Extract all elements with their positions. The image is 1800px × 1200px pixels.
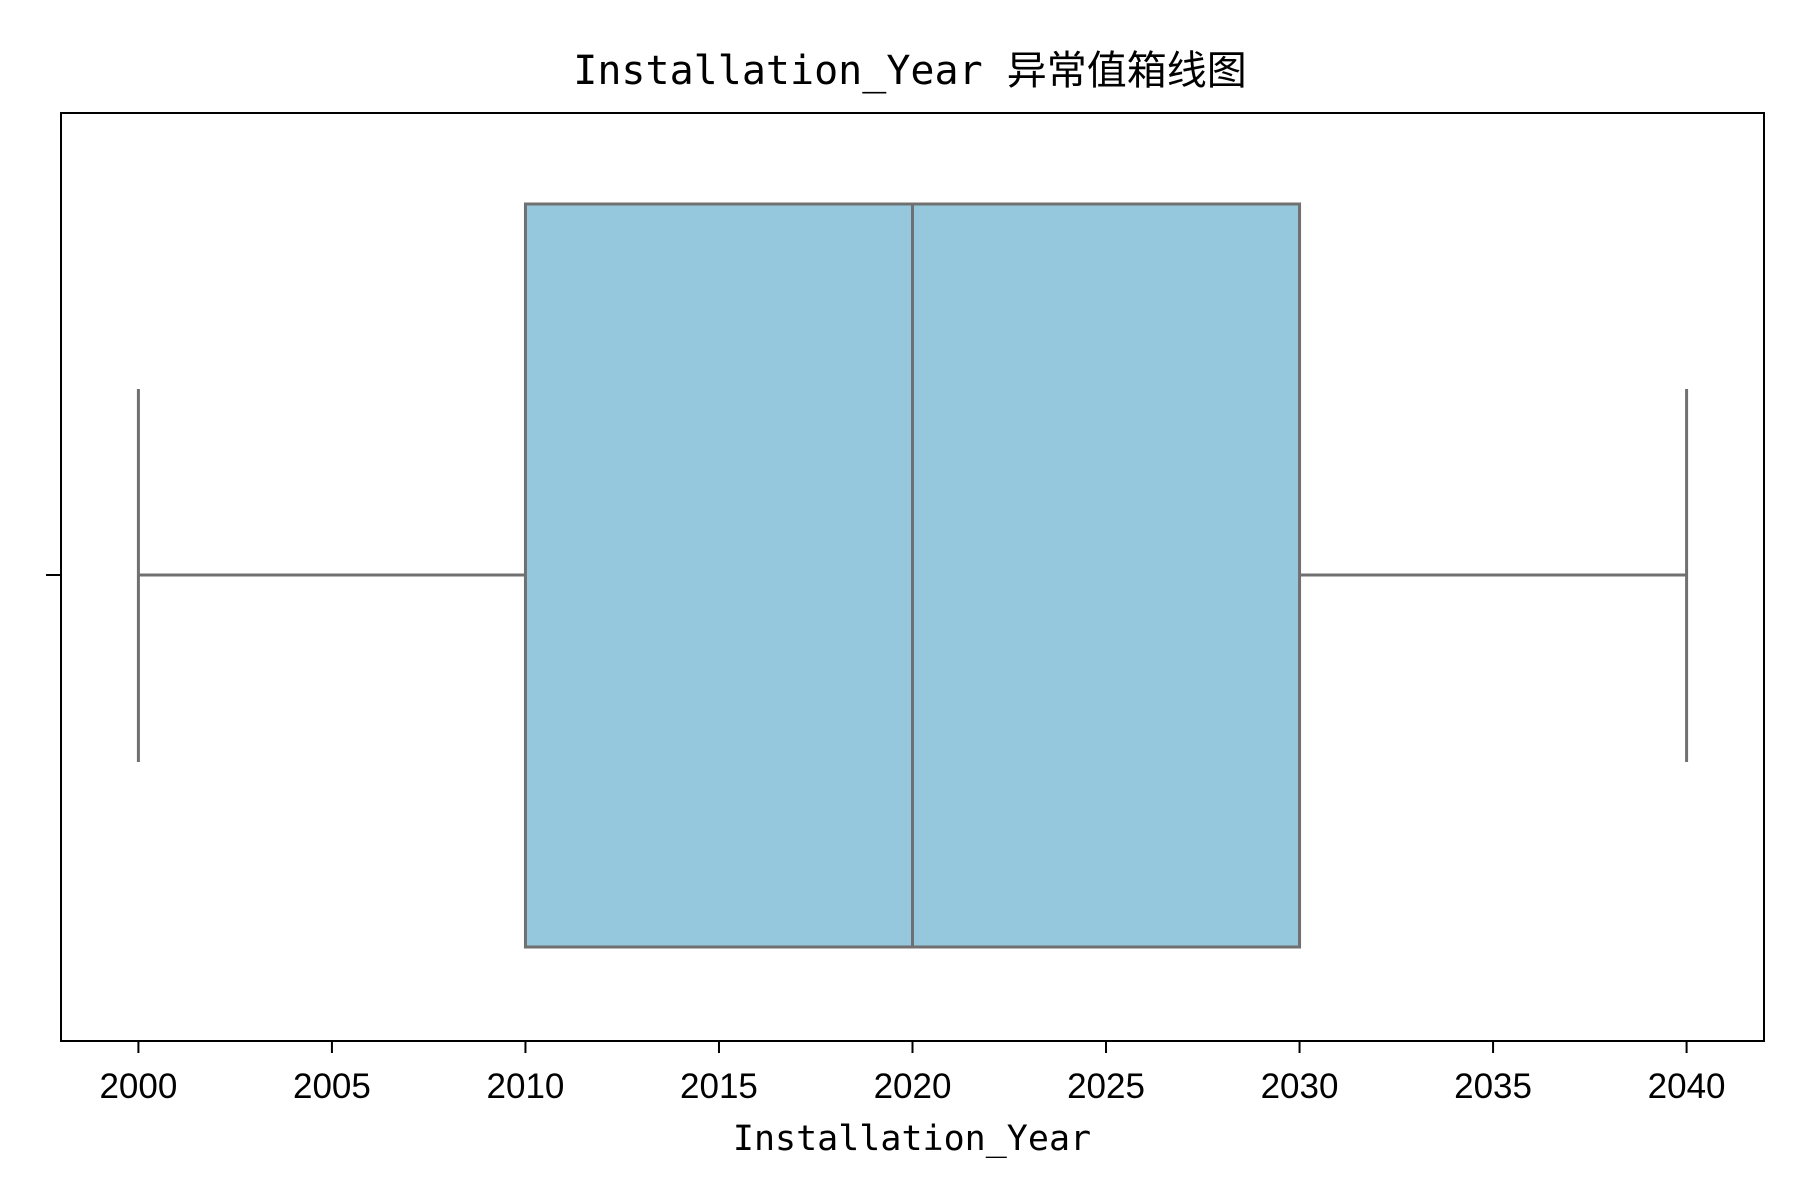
x-tick-label: 2005 (293, 1067, 371, 1106)
x-tick-label: 2035 (1454, 1067, 1532, 1106)
x-tick-label: 2015 (680, 1067, 758, 1106)
x-tick-label: 2000 (99, 1067, 177, 1106)
x-tick-label: 2010 (487, 1067, 565, 1106)
box-group (136, 202, 1689, 949)
x-axis-label: Installation_Year (733, 1119, 1091, 1159)
x-tick-label: 2025 (1067, 1067, 1145, 1106)
x-tick-label: 2020 (874, 1067, 952, 1106)
x-tick-label: 2030 (1261, 1067, 1339, 1106)
chart-title: Installation_Year 异常值箱线图 (573, 48, 1246, 94)
x-tick-label: 2040 (1648, 1067, 1726, 1106)
x-axis-ticks: 2000 2005 2010 2015 2020 2025 2030 2035 2040 (99, 1041, 1726, 1106)
